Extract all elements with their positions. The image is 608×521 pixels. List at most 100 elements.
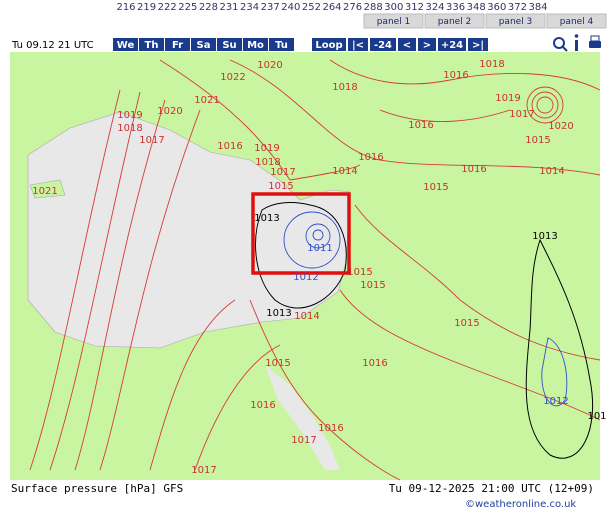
valid-time: Tu 09.12 21 UTC — [11, 40, 94, 51]
isobar-label: 1014 — [332, 166, 357, 177]
isobar-label: 1019 — [254, 143, 279, 154]
isobar-label: 1017 — [270, 167, 295, 178]
day-label: Th — [145, 40, 159, 51]
day-label: We — [117, 40, 135, 51]
forecast-hour-link[interactable]: 312 — [405, 2, 424, 13]
isobar-label: 1016 — [362, 358, 387, 369]
isobar-label: 1013 — [532, 231, 557, 242]
isobar-label: 1017 — [291, 435, 316, 446]
control-button[interactable] — [438, 38, 466, 51]
isobar-label: 1016 — [408, 120, 433, 131]
control-button[interactable] — [348, 38, 368, 51]
forecast-hour-link[interactable]: 252 — [302, 2, 321, 13]
panel-label: panel 3 — [499, 17, 533, 27]
isobar-label: 1013 — [266, 308, 291, 319]
isobar-label: 1011 — [307, 243, 332, 254]
panel-button[interactable] — [363, 13, 424, 29]
control-label: +24 — [441, 40, 463, 51]
isobar-label: 1015 — [360, 280, 385, 291]
day-button[interactable] — [113, 38, 138, 51]
info-icon[interactable] — [575, 40, 578, 51]
forecast-hour-link[interactable]: 348 — [467, 2, 486, 13]
isobar-label: 1013 — [254, 213, 279, 224]
isobar-label: 1014 — [539, 166, 564, 177]
forecast-hour-link[interactable]: 300 — [384, 2, 403, 13]
forecast-hour-link[interactable]: 240 — [281, 2, 300, 13]
control-label: < — [403, 40, 411, 51]
panel-button[interactable] — [424, 13, 485, 29]
isobar-label: 1021 — [32, 186, 57, 197]
forecast-hour-link[interactable]: 276 — [343, 2, 362, 13]
isobar-label: 1019 — [495, 93, 520, 104]
info-icon-dot — [574, 34, 579, 38]
isobar-low-inner — [283, 211, 341, 269]
forecast-hour-link[interactable]: 288 — [364, 2, 383, 13]
control-label: -24 — [374, 40, 392, 51]
forecast-hour-link[interactable]: 216 — [116, 2, 135, 13]
forecast-hour-link[interactable]: 225 — [178, 2, 197, 13]
island — [29, 179, 66, 199]
isobar-low-center — [312, 229, 324, 241]
forecast-hour-link[interactable]: 324 — [425, 2, 444, 13]
isobar-label: 1016 — [443, 70, 468, 81]
day-label: Mo — [247, 40, 264, 51]
control-button[interactable] — [370, 38, 396, 51]
day-button[interactable] — [217, 38, 242, 51]
print-icon[interactable] — [589, 41, 601, 48]
isobar-label: 1015 — [423, 182, 448, 193]
day-button[interactable] — [165, 38, 190, 51]
forecast-hour-link[interactable]: 372 — [508, 2, 527, 13]
isobar-label: 1018 — [117, 123, 142, 134]
control-label: > — [423, 40, 431, 51]
isobar-label: 1020 — [548, 121, 573, 132]
control-button[interactable] — [312, 38, 346, 51]
forecast-hour-link[interactable]: 237 — [261, 2, 280, 13]
panel-label: panel 4 — [560, 17, 594, 27]
isobar-label: 1012 — [293, 272, 318, 283]
forecast-hour-link[interactable]: 228 — [199, 2, 218, 13]
forecast-hour-link[interactable]: 219 — [137, 2, 156, 13]
control-button[interactable] — [398, 38, 416, 51]
day-label: Su — [222, 40, 236, 51]
credit: ©weatheronline.co.uk — [465, 499, 576, 510]
day-button[interactable] — [243, 38, 268, 51]
zoom-icon[interactable] — [553, 37, 565, 49]
forecast-hour-link[interactable]: 222 — [158, 2, 177, 13]
isobar-label: 1020 — [257, 60, 282, 71]
day-button[interactable] — [139, 38, 164, 51]
day-button[interactable] — [191, 38, 216, 51]
forecast-hour-link[interactable]: 264 — [322, 2, 341, 13]
isobar-label: 1016 — [318, 423, 343, 434]
forecast-hour-link[interactable]: 336 — [446, 2, 465, 13]
isobar-label: 1022 — [220, 72, 245, 83]
isobar-label: 1018 — [255, 157, 280, 168]
control-label: |< — [352, 40, 364, 51]
sea-gulf — [265, 365, 340, 470]
isobar-label: 1019 — [117, 110, 142, 121]
isobar-label: 1017 — [191, 465, 216, 476]
isobar-label: 1016 — [461, 164, 486, 175]
isobar-label: 1016 — [250, 400, 275, 411]
isobar-label: 101 — [587, 411, 606, 422]
isobars — [29, 59, 601, 481]
forecast-hour-link[interactable]: 384 — [528, 2, 547, 13]
control-label: >| — [472, 40, 484, 51]
isobar-label: 1018 — [479, 59, 504, 70]
forecast-hour-link[interactable]: 360 — [487, 2, 506, 13]
isobar-label: 1016 — [358, 152, 383, 163]
isobar-label: 1012 — [543, 396, 568, 407]
panel-button[interactable] — [485, 13, 546, 29]
print-icon-paper — [590, 35, 600, 42]
forecast-hour-link[interactable]: 231 — [219, 2, 238, 13]
map — [10, 52, 601, 481]
highlight-box — [251, 192, 351, 275]
control-button[interactable] — [468, 38, 488, 51]
control-label: Loop — [315, 40, 342, 51]
panel-button[interactable] — [546, 13, 607, 29]
isobar-label: 1015 — [525, 135, 550, 146]
isobar-east-inner — [541, 337, 568, 407]
forecast-hour-link[interactable]: 234 — [240, 2, 259, 13]
day-button[interactable] — [269, 38, 294, 51]
control-button[interactable] — [418, 38, 436, 51]
isobar-label: 1016 — [217, 141, 242, 152]
